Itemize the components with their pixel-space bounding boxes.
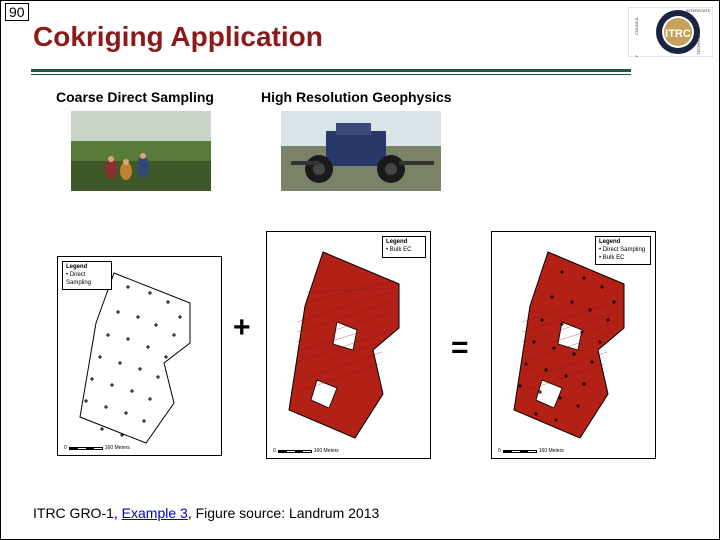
right-column-heading: High Resolution Geophysics <box>261 89 452 105</box>
geophysics-equipment-photo <box>281 111 441 191</box>
plus-operator: + <box>233 311 251 345</box>
left-column-heading: Coarse Direct Sampling <box>56 89 214 105</box>
svg-text:COUNCIL: COUNCIL <box>634 16 639 35</box>
title-underline <box>31 69 631 75</box>
svg-text:REGULATORY: REGULATORY <box>634 55 639 57</box>
svg-text:ITRC: ITRC <box>665 28 691 40</box>
itrc-logo: ITRC COUNCIL REGULATORY INTERSTATE TECHN… <box>628 7 713 57</box>
footer-citation: ITRC GRO-1, Example 3, Figure source: La… <box>33 505 379 521</box>
bulk-ec-map: Legend • Bulk EC 0 160 Meters <box>266 231 431 459</box>
slide-title: Cokriging Application <box>33 21 323 53</box>
svg-text:INTERSTATE: INTERSTATE <box>686 8 711 13</box>
direct-sampling-map: Legend • Direct Sampling 0 160 Meters <box>57 256 222 456</box>
equals-operator: = <box>451 331 469 365</box>
combined-map: Legend • Direct Sampling • Bulk EC 0 160… <box>491 231 656 459</box>
example-link[interactable]: Example 3 <box>122 505 188 521</box>
field-sampling-photo <box>71 111 211 191</box>
svg-text:TECHNOLOGY: TECHNOLOGY <box>696 27 701 55</box>
slide-number: 90 <box>5 3 29 21</box>
